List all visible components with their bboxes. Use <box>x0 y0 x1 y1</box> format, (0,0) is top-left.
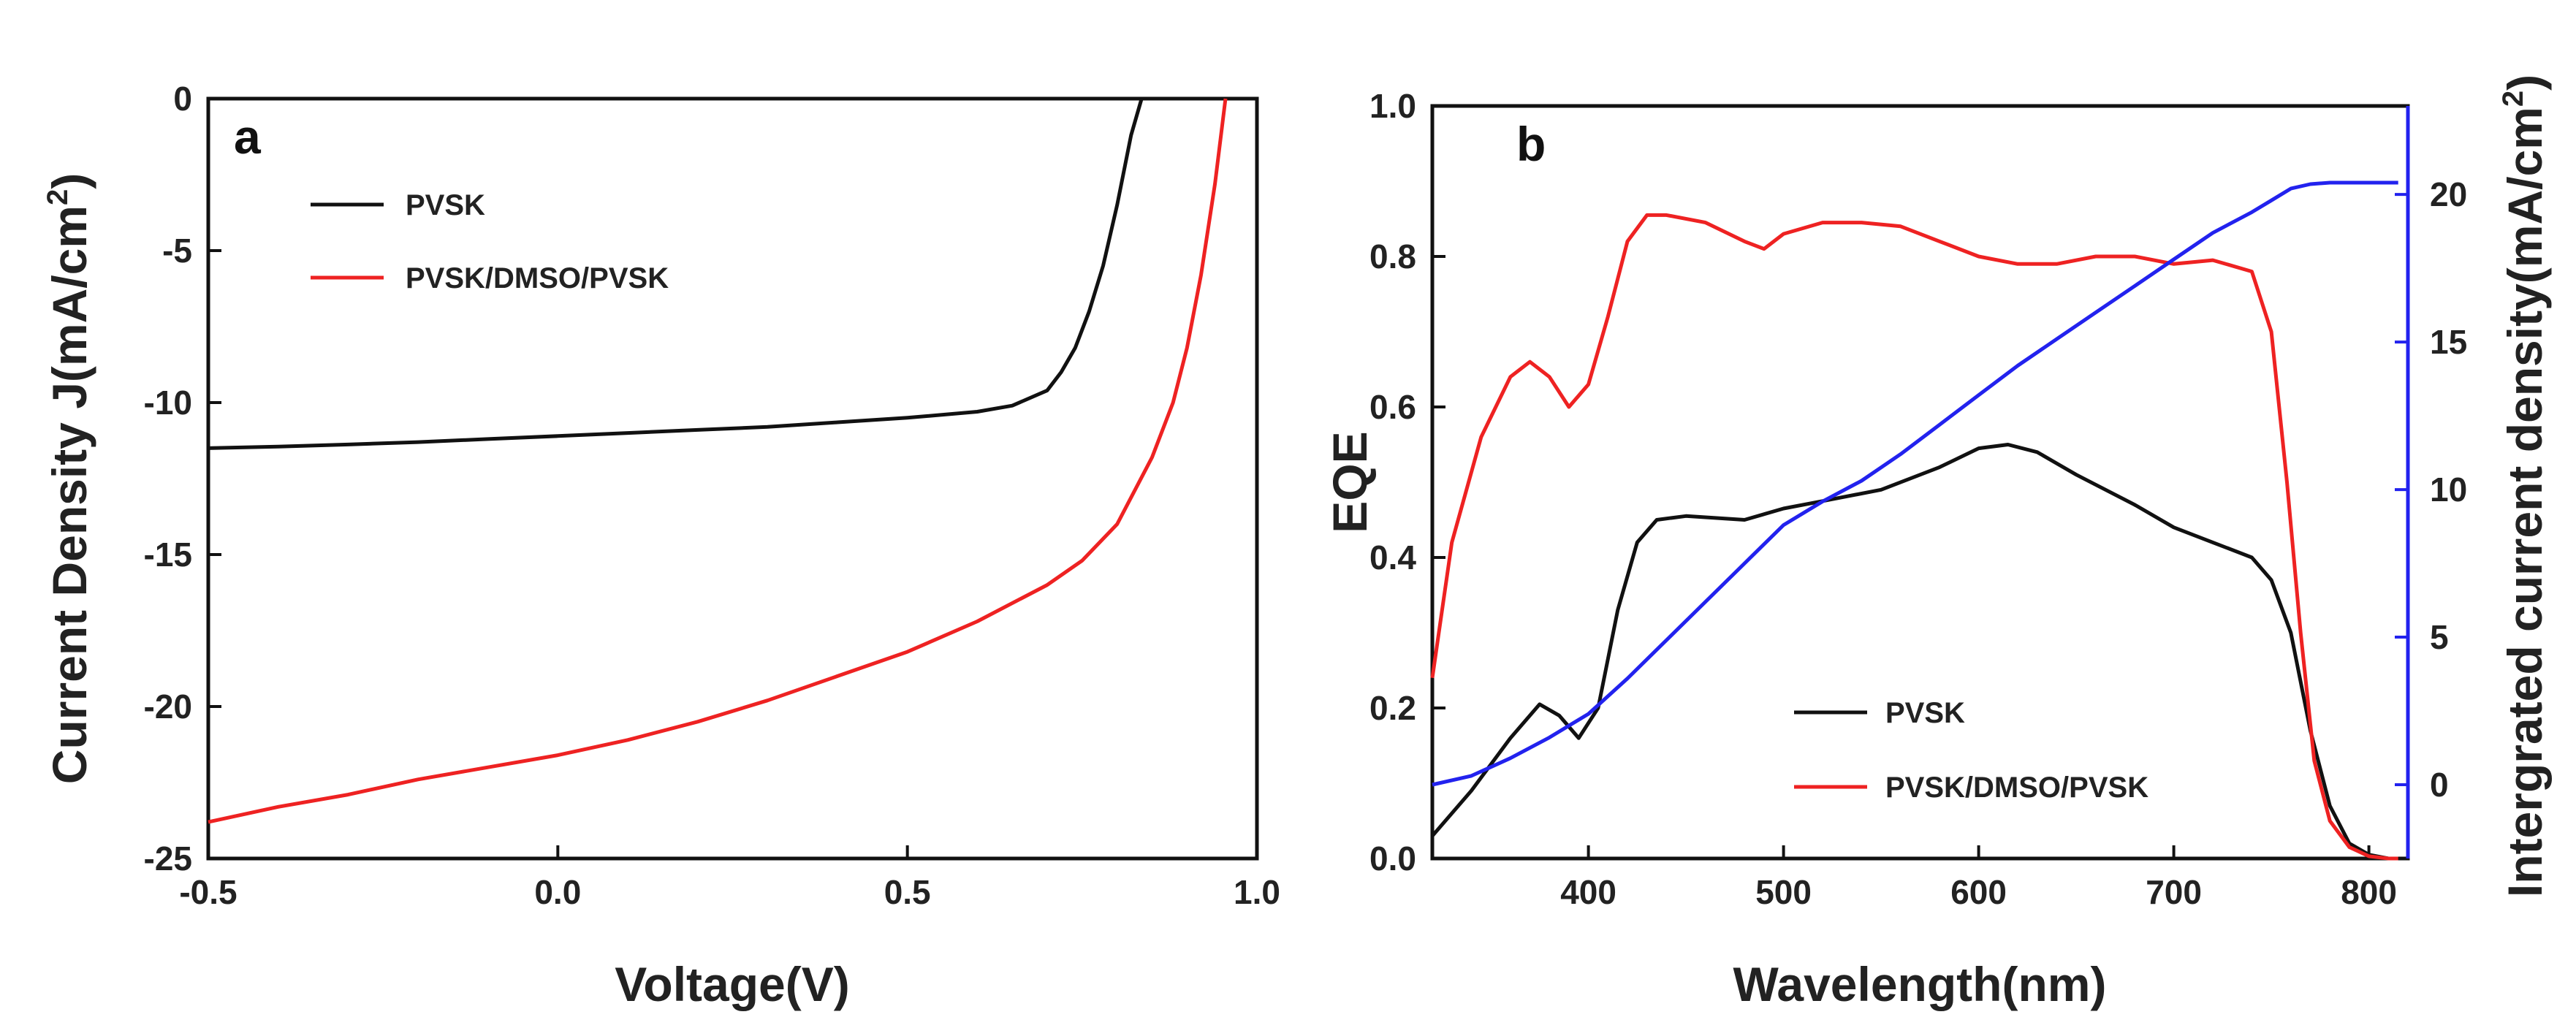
chart-b-legend: PVSK PVSK/DMSO/PVSK <box>1794 697 2148 804</box>
chart-a-y-tick-label: -15 <box>144 536 192 574</box>
chart-b-plot-frame <box>1430 104 2410 861</box>
chart-a-y-tick-label: -20 <box>144 688 192 726</box>
chart-a-y-tick-label: -5 <box>162 232 192 270</box>
chart-b-legend-label-dmso: PVSK/DMSO/PVSK <box>1885 772 2148 804</box>
chart-b-y-tick-label: 0.8 <box>1369 237 1416 275</box>
chart-b-series-line-pvsk-dmso-pvsk <box>1430 213 2398 861</box>
chart-b-x-tick-label: 800 <box>2341 873 2397 911</box>
chart-b-x-tick-label: 600 <box>1950 873 2007 911</box>
chart-b-y2-axis-label: Intergrated current density(mA/cm2) <box>2497 75 2552 897</box>
chart-b-series <box>1430 180 2398 861</box>
chart-b-y-tick-label: 1.0 <box>1369 87 1416 125</box>
chart-a: -0.5 0.0 0.5 1.0 0 -5 -10 -15 -20 -25 a PVSK PVS… <box>42 80 1280 1011</box>
chart-b-x-tick-label: 500 <box>1755 873 1812 911</box>
chart-a-x-tick-label: 1.0 <box>1234 873 1280 911</box>
chart-b-legend-label-pvsk: PVSK <box>1885 697 1965 729</box>
chart-a-panel-label: a <box>234 110 262 164</box>
chart-b-y2-axis-label-sup: 2 <box>2497 91 2529 107</box>
chart-b-x-ticks: 400 500 600 700 800 <box>1560 845 2397 911</box>
chart-a-y-ticks: 0 -5 -10 -15 -20 -25 <box>144 80 221 877</box>
chart-a-y-axis-label: Current Density J(mA/cm2) <box>42 173 96 784</box>
chart-b-panel-label: b <box>1516 117 1546 171</box>
chart-a-y-tick-label: -25 <box>144 839 192 877</box>
chart-b-y-tick-label: 0.2 <box>1369 689 1416 727</box>
chart-a-x-ticks: -0.5 0.0 0.5 1.0 <box>179 845 1280 911</box>
chart-b-x-tick-label: 700 <box>2146 873 2202 911</box>
chart-a-series-line-pvsk-dmso-pvsk <box>208 98 1228 824</box>
chart-a-series <box>208 98 1228 824</box>
chart-b-x-axis-label: Wavelength(nm) <box>1733 957 2107 1011</box>
chart-b-y2-ticks: 0 5 10 15 20 <box>2395 106 2467 858</box>
chart-a-y-tick-label: 0 <box>173 80 192 118</box>
chart-b-x-tick-label: 400 <box>1560 873 1616 911</box>
chart-a-x-tick-label: -0.5 <box>179 873 237 911</box>
chart-b-y-axis-label: EQE <box>1323 431 1377 533</box>
chart-b: 400 500 600 700 800 0.0 0.2 0.4 0.6 0.8 1.0 0 5 10 1… <box>1323 75 2552 1011</box>
chart-a-y-axis-label-main: Current Density J(mA/cm <box>42 205 96 784</box>
chart-a-y-tick-label: -10 <box>144 384 192 422</box>
chart-b-y2-tick-label: 0 <box>2430 766 2449 804</box>
chart-a-y-axis-label-sup: 2 <box>42 189 74 205</box>
chart-a-series-line-pvsk <box>208 98 1144 450</box>
chart-a-legend: PVSK PVSK/DMSO/PVSK <box>311 189 669 294</box>
chart-a-x-tick-label: 0.0 <box>534 873 581 911</box>
chart-a-x-tick-label: 0.5 <box>884 873 931 911</box>
chart-b-y2-tick-label: 15 <box>2430 323 2467 361</box>
chart-a-legend-label-dmso: PVSK/DMSO/PVSK <box>406 262 669 294</box>
chart-a-y-axis-label-end: ) <box>42 173 96 189</box>
chart-b-y2-tick-label: 20 <box>2430 175 2467 213</box>
chart-b-y2-tick-label: 10 <box>2430 471 2467 509</box>
chart-b-y-ticks: 0.0 0.2 0.4 0.6 0.8 1.0 <box>1369 87 1445 877</box>
chart-b-series-line-pvsk <box>1431 443 2398 861</box>
chart-b-y2-axis-label-main: Intergrated current density(mA/cm <box>2498 107 2552 897</box>
chart-b-y2-axis-label-end: ) <box>2498 75 2552 91</box>
chart-b-y-tick-label: 0.6 <box>1369 388 1416 426</box>
chart-b-series-line-integrated-current-density <box>1432 180 2398 787</box>
chart-a-plot-frame <box>206 96 1259 861</box>
chart-a-legend-label-pvsk: PVSK <box>406 189 485 221</box>
chart-b-y-tick-label: 0.4 <box>1369 538 1416 576</box>
chart-b-y2-tick-label: 5 <box>2430 618 2449 656</box>
chart-a-x-axis-label: Voltage(V) <box>615 957 849 1011</box>
chart-b-y-tick-label: 0.0 <box>1369 839 1416 877</box>
